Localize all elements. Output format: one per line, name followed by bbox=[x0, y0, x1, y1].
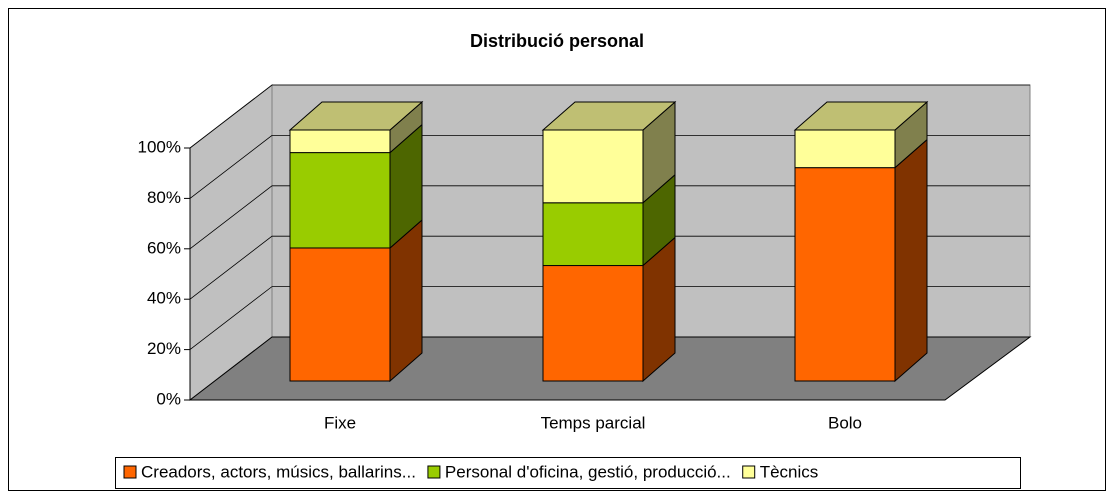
legend-swatch bbox=[742, 465, 756, 479]
bar-front bbox=[542, 265, 644, 382]
legend bbox=[115, 457, 1021, 489]
bar-front bbox=[289, 152, 391, 249]
x-tick-label: Temps parcial bbox=[541, 413, 646, 432]
grid-line bbox=[189, 185, 1030, 250]
legend-label: Creadors, actors, músics, ballarins... bbox=[141, 462, 416, 481]
grid-line bbox=[189, 84, 1030, 149]
bar-segment bbox=[794, 100, 928, 169]
bar-top bbox=[288, 101, 424, 131]
bar-top bbox=[793, 101, 929, 131]
legend-label: Tècnics bbox=[760, 462, 819, 481]
bar-segment bbox=[542, 100, 676, 204]
y-tick-label: 0% bbox=[156, 389, 181, 408]
bar-front bbox=[794, 129, 896, 169]
y-tick-label: 80% bbox=[147, 188, 181, 207]
bar-segment bbox=[289, 100, 423, 154]
y-tick-label: 100% bbox=[138, 137, 181, 156]
x-tick-label: Bolo bbox=[828, 413, 862, 432]
bar-front bbox=[542, 202, 644, 267]
bar-front bbox=[794, 167, 896, 382]
legend-swatch bbox=[123, 465, 137, 479]
grid-line bbox=[189, 286, 1030, 350]
x-tick-label: Fixe bbox=[324, 413, 356, 432]
bar-segment bbox=[542, 236, 676, 383]
chart-title: Distribució personal bbox=[470, 31, 644, 51]
y-tick-label: 40% bbox=[147, 289, 181, 308]
legend-swatch bbox=[427, 465, 441, 479]
bar-front bbox=[289, 129, 391, 154]
y-tick-label: 60% bbox=[147, 238, 181, 257]
y-tick-label: 20% bbox=[147, 339, 181, 358]
grid-line bbox=[189, 134, 1030, 199]
bar-front bbox=[542, 129, 644, 204]
bar-top bbox=[541, 101, 677, 131]
grid-line bbox=[189, 235, 1030, 300]
bar-segment bbox=[794, 138, 928, 383]
bar-segment bbox=[542, 173, 676, 267]
bar-side bbox=[894, 138, 928, 383]
bar-segment bbox=[289, 218, 423, 383]
legend-label: Personal d'oficina, gestió, producció... bbox=[445, 462, 731, 481]
bar-front bbox=[289, 247, 391, 382]
